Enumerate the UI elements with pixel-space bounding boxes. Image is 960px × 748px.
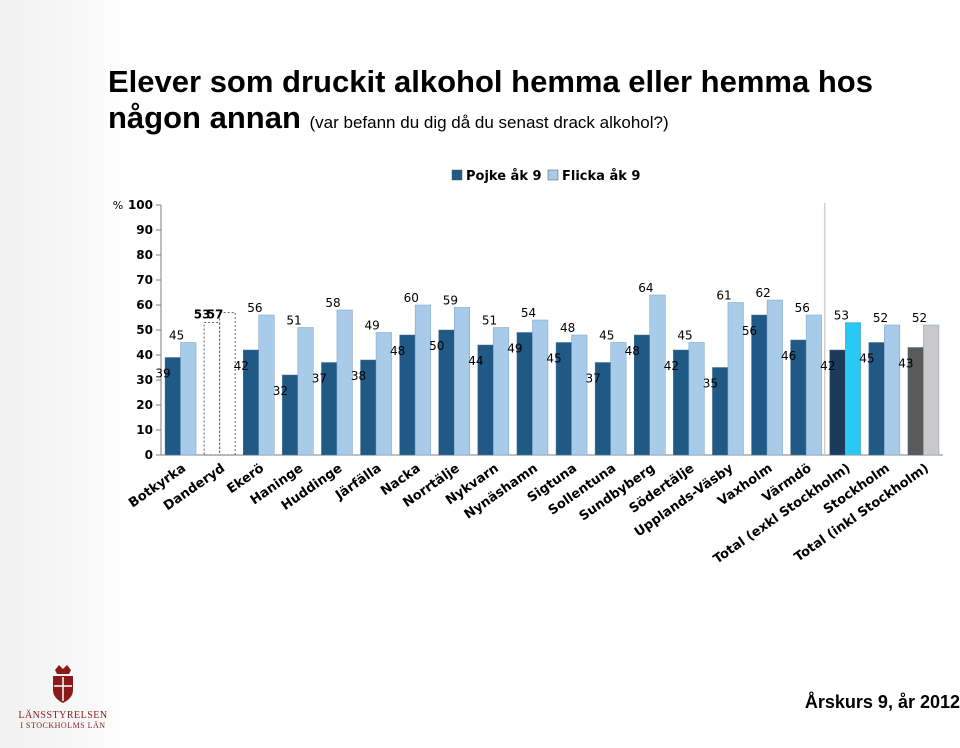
data-label-boy: 50 — [429, 339, 444, 353]
bar-girl — [258, 314, 275, 456]
y-tick-label: 20 — [136, 398, 153, 412]
data-label-girl: 52 — [873, 311, 888, 325]
data-label-girl: 57 — [207, 308, 224, 322]
data-label-boy: 48 — [625, 344, 640, 358]
chart-title: Elever som druckit alkohol hemma eller h… — [108, 64, 873, 99]
data-label-boy: 42 — [234, 359, 249, 373]
data-label-boy: 46 — [781, 349, 796, 363]
bar-girl — [688, 342, 705, 456]
data-label-boy: 44 — [468, 354, 483, 368]
bar-girl — [845, 322, 861, 456]
data-label-girl: 60 — [404, 291, 419, 305]
data-label-girl: 45 — [169, 329, 184, 343]
data-label-boy: 38 — [351, 369, 366, 383]
data-label-boy: 35 — [703, 377, 718, 391]
bar-boy — [203, 322, 221, 456]
data-label-girl: 64 — [638, 281, 653, 295]
bar-girl — [649, 294, 666, 456]
bar-girl — [375, 332, 392, 456]
bar-girl — [493, 327, 510, 456]
y-tick-label: 40 — [136, 348, 153, 362]
data-label-girl: 58 — [325, 296, 340, 310]
bar-girl — [219, 312, 236, 456]
y-tick-label: 0 — [145, 448, 153, 462]
logo-text-line2: I STOCKHOLMS LÄN — [20, 721, 106, 730]
data-label-girl: 51 — [286, 314, 301, 328]
data-label-boy: 42 — [820, 359, 835, 373]
legend-label-0: Pojke åk 9 — [466, 169, 542, 184]
bar-girl — [297, 327, 314, 456]
chart-title-line2: någon annan (var befann du dig då du sen… — [108, 100, 958, 141]
data-label-girl: 61 — [716, 289, 731, 303]
data-label-boy: 32 — [273, 384, 288, 398]
data-label-boy: 43 — [898, 357, 913, 371]
data-label-girl: 45 — [677, 329, 692, 343]
data-label-boy: 53 — [194, 308, 211, 322]
data-label-girl: 56 — [247, 301, 262, 315]
bar-girl — [180, 342, 197, 456]
data-label-boy: 45 — [546, 352, 561, 366]
data-label-boy: 56 — [742, 324, 757, 338]
legend-label-1: Flicka åk 9 — [562, 169, 640, 184]
data-label-girl: 59 — [443, 294, 458, 308]
bar-girl — [805, 314, 822, 456]
title-block: Elever som druckit alkohol hemma eller h… — [108, 64, 958, 141]
data-label-girl: 56 — [795, 301, 810, 315]
data-label-girl: 52 — [912, 311, 927, 325]
bar-girl — [454, 307, 470, 456]
bar-girl — [923, 324, 940, 456]
legend-swatch-1 — [547, 169, 559, 181]
bar-girl — [571, 334, 588, 456]
data-label-girl: 53 — [834, 309, 849, 323]
data-label-boy: 37 — [586, 372, 601, 386]
bar-girl — [532, 319, 549, 456]
bar-girl — [414, 304, 431, 456]
data-label-boy: 48 — [390, 344, 405, 358]
bar-girl — [610, 342, 627, 456]
bar-girl — [727, 302, 744, 456]
side-band — [0, 0, 130, 748]
y-axis-unit: % — [113, 199, 123, 212]
y-tick-label: 70 — [136, 273, 153, 287]
legend-swatch-0 — [451, 169, 463, 181]
data-label-girl: 45 — [599, 329, 614, 343]
y-tick-label: 80 — [136, 248, 153, 262]
data-label-boy: 42 — [664, 359, 679, 373]
data-label-girl: 49 — [365, 319, 380, 333]
data-label-boy: 49 — [507, 342, 522, 356]
data-label-boy: 39 — [155, 367, 170, 381]
y-tick-label: 90 — [136, 223, 153, 237]
chart-subtitle: (var befann du dig då du senast drack al… — [309, 113, 669, 132]
y-tick-label: 100 — [128, 198, 153, 212]
data-label-girl: 51 — [482, 314, 497, 328]
bar-girl — [884, 324, 901, 456]
lansstyrelsen-logo: LÄNSSTYRELSEN I STOCKHOLMS LÄN — [8, 664, 118, 730]
data-label-girl: 62 — [756, 286, 771, 300]
y-tick-label: 30 — [136, 373, 153, 387]
data-label-girl: 48 — [560, 321, 575, 335]
y-tick-label: 10 — [136, 423, 153, 437]
crown-shield-icon — [53, 665, 73, 703]
logo-text-line1: LÄNSSTYRELSEN — [18, 710, 108, 721]
y-tick-label: 50 — [136, 323, 153, 337]
chart-title-part2: någon annan — [108, 100, 301, 135]
y-tick-label: 60 — [136, 298, 153, 312]
data-label-boy: 45 — [859, 352, 874, 366]
data-label-girl: 54 — [521, 306, 536, 320]
data-label-boy: 37 — [312, 372, 327, 386]
bar-girl — [336, 309, 353, 456]
footer-note: Årskurs 9, år 2012 — [804, 692, 960, 712]
bar-girl — [766, 299, 783, 456]
